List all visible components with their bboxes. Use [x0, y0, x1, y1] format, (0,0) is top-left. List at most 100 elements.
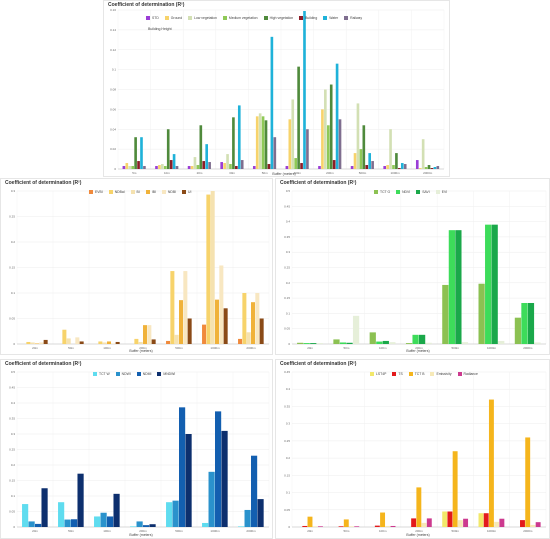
bar-tct-g [369, 332, 376, 344]
legend-label: NDBI [167, 190, 177, 194]
bar-lst4p [442, 511, 448, 527]
bar-ground [125, 163, 129, 169]
legend-label: TCT G [380, 190, 391, 194]
y-tick-label: 0.1 [11, 494, 16, 498]
bar-lst4p [478, 513, 484, 527]
y-tick-label: 0.16 [110, 8, 116, 12]
legend-item: NDBI [161, 189, 177, 195]
bar-low-vegetation [291, 99, 295, 169]
bar-evi [425, 342, 432, 344]
bar-ui [115, 341, 120, 344]
y-tick-label: 0.1 [286, 491, 291, 495]
bar-tct-g [405, 343, 413, 344]
y-tick-label: 0.1 [11, 291, 16, 295]
bar-high-vegetation [199, 125, 203, 169]
y-tick-label: 0.14 [110, 28, 116, 32]
x-tick-label: 100m [103, 529, 111, 533]
y-tick-label: 0.3 [11, 189, 16, 193]
legend-label: Low vegetation [194, 16, 217, 20]
x-tick-label: 50m [68, 346, 74, 350]
bar-high-vegetation [232, 117, 235, 169]
legend-label: Medium vegetation [228, 16, 258, 20]
legend-swatch [182, 190, 187, 194]
legend-item: EVBI [89, 189, 103, 195]
legend-label: UI [188, 190, 192, 194]
bar-ndbal [134, 338, 139, 344]
x-tick-label: 500m [175, 346, 183, 350]
bar-bi [138, 341, 143, 344]
legend-item: TS [392, 371, 403, 377]
y-tick-label: 0.3 [286, 250, 291, 254]
x-tick-label: 2000m [423, 171, 433, 175]
bar-tct-w [22, 504, 29, 527]
y-tick-label: 0.35 [9, 417, 15, 421]
x-tick-label: 50m [262, 171, 268, 175]
x-tick-label: 1000m [210, 346, 220, 350]
legend-swatch [323, 16, 328, 20]
bar-ndwi [244, 509, 251, 527]
legend-swatch [89, 190, 93, 194]
bar-building [137, 161, 140, 169]
legend-item: UI [182, 189, 191, 195]
legend-label: NDBal [114, 190, 125, 194]
legend-label: IBI [151, 190, 156, 194]
bar-savi [310, 343, 317, 344]
y-tick-label: 0.3 [11, 432, 16, 436]
bar-mndwi [185, 434, 192, 527]
chart-legend: LST4P TS TCT B Emissivity Radiance [370, 371, 548, 377]
legend-item: MNDWI [157, 371, 175, 377]
y-tick-label: 0.05 [9, 317, 15, 321]
legend-label: Building [305, 16, 318, 20]
y-tick-label: 0 [13, 342, 15, 346]
bar-medium-vegetation [131, 166, 134, 169]
x-axis-label: Buffer (meters) [129, 349, 153, 353]
y-tick-label: 0.2 [11, 240, 16, 244]
legend-label: NDMI [142, 372, 152, 376]
bar-ndmi [35, 523, 42, 527]
bar-low-vegetation [389, 129, 392, 169]
bar-water [237, 105, 241, 169]
legend-item: EVI [435, 189, 447, 195]
legend-item: Water [323, 15, 338, 21]
bar-ndmi [215, 411, 222, 527]
x-tick-label: 10m [164, 171, 170, 175]
bar-tct-g [442, 284, 449, 344]
bar-mndwi [41, 488, 48, 527]
bar-ground [321, 109, 324, 169]
legend-swatch [435, 190, 440, 194]
bar-medium-vegetation [359, 149, 363, 169]
y-tick-label: 0.08 [110, 88, 116, 92]
bar-ui [187, 318, 192, 344]
x-tick-label: 50m [344, 529, 350, 533]
bar-bi [30, 342, 35, 344]
bar-radiance [426, 518, 432, 527]
legend-swatch [374, 190, 378, 194]
bar-evi [352, 315, 360, 344]
bar-std [318, 166, 321, 169]
x-tick-label: 200m [415, 346, 423, 350]
legend-label: Emissivity [436, 372, 452, 376]
bar-high-vegetation [166, 129, 170, 169]
bar-ts [483, 513, 489, 527]
bar-ts [338, 526, 344, 527]
y-tick-label: 0.4 [286, 387, 291, 391]
x-tick-label: 20m [32, 529, 38, 533]
bar-ndbal [62, 329, 67, 344]
legend-label: Ground [170, 16, 183, 20]
y-tick-label: 0.4 [286, 220, 291, 224]
y-tick-label: 0 [114, 167, 116, 171]
bar-ibi [107, 341, 112, 344]
bar-evbi [238, 338, 243, 344]
chart-legend: TCT G NDVI SAVI EVI [374, 189, 544, 195]
legend-label: TS [398, 372, 403, 376]
chart-title: Coefficient of determination (R²) [280, 361, 357, 367]
bar-radiance [390, 525, 396, 527]
bar-ndbal [242, 293, 247, 344]
bar-ground [190, 166, 194, 169]
bar-ndbal [170, 271, 175, 344]
legend-swatch [130, 190, 135, 194]
legend-swatch [392, 372, 397, 376]
bar-railway [306, 129, 309, 169]
chart-panel-thermal-indices: 0 0.05 0.1 0.15 0.2 0.25 0.3 0.35 0.4 0.45 20m 50m 1… [275, 359, 550, 539]
y-tick-label: 0.12 [110, 48, 116, 52]
